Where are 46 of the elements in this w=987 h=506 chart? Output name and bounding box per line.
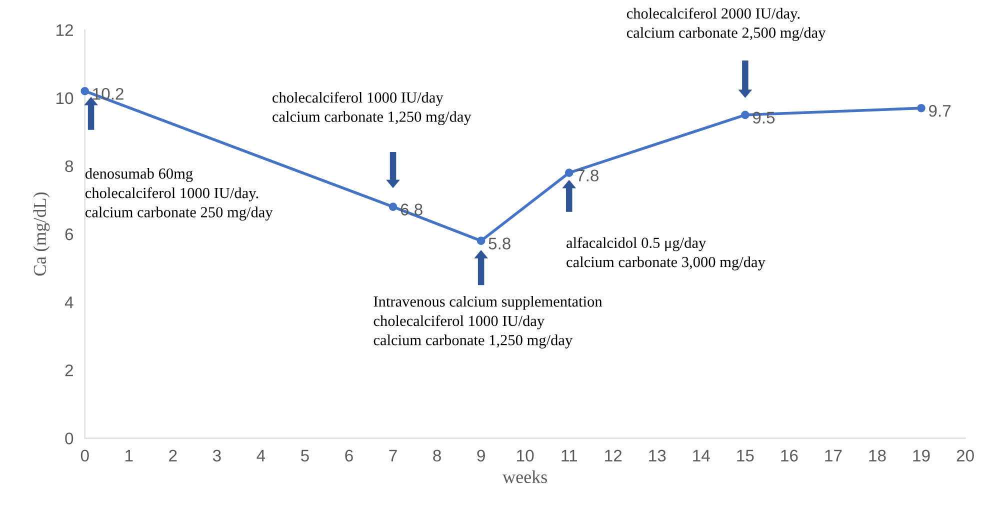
x-tick-label: 11 (562, 450, 577, 462)
annotation: cholecalciferol 2000 IU/day. calcium carbonate 2,500 mg/day (626, 8, 826, 41)
point (564, 168, 574, 177)
data-label: 7.8 (576, 170, 598, 182)
data-label: 6.8 (400, 204, 422, 216)
x-tick-label: 19 (913, 450, 930, 462)
point (388, 202, 398, 211)
y-tick-label: 4 (64, 296, 74, 308)
y-tick-label: 6 (65, 228, 74, 240)
x-tick-label: 20 (956, 450, 974, 462)
x-tick-label: 5 (301, 450, 309, 462)
annotation: denosumab 60mg cholecalciferol 1000 IU/day. calcium carbonate 250 mg/day (85, 168, 273, 221)
point (80, 86, 90, 96)
point (476, 236, 486, 245)
x-tick-label: 6 (345, 450, 353, 462)
x-tick-label: 17 (825, 450, 842, 462)
x-tick-label: 4 (256, 450, 266, 462)
y-tick-label: 10 (56, 92, 74, 104)
x-tick-label: 3 (212, 450, 221, 462)
y-tick-label: 8 (65, 160, 74, 172)
x-tick-label: 16 (781, 450, 798, 462)
point (741, 110, 750, 120)
x-tick-label: 8 (433, 450, 441, 462)
x-tick-label: 7 (389, 450, 397, 462)
x-tick-label: 12 (605, 450, 622, 462)
data-label: 10.2 (93, 88, 124, 100)
x-axis-title: weeks (502, 470, 547, 484)
x-tick-label: 2 (169, 450, 177, 462)
annotation: cholecalciferol 1000 IU/day calcium carbonate 1,250 mg/day (272, 92, 472, 126)
x-tick-label: 15 (737, 450, 754, 462)
x-tick-label: 13 (649, 450, 666, 462)
x-tick-label: 0 (80, 450, 89, 462)
y-tick-label: 0 (65, 432, 74, 444)
data-label: 5.8 (488, 238, 510, 250)
x-tick-label: 14 (693, 450, 710, 462)
x-tick-label: 1 (126, 450, 133, 462)
x-tick-label: 9 (477, 450, 485, 462)
annotation: Intravenous calcium supplementation cholecalciferol 1000 IU/day calcium carbonate 1,250 mg/day (374, 296, 602, 348)
y-tick-label: 2 (65, 364, 73, 376)
y-tick-label: 12 (56, 24, 73, 36)
y-axis-title: Ca (mg/dL) (33, 192, 50, 276)
point (917, 104, 926, 112)
x-tick-label: 10 (517, 450, 534, 462)
data-label: 9.7 (928, 104, 951, 117)
annotation: alfacalcidol 0.5 μg/day calcium carbonate 3,000 mg/day (566, 237, 766, 270)
x-tick-label: 18 (869, 450, 886, 462)
